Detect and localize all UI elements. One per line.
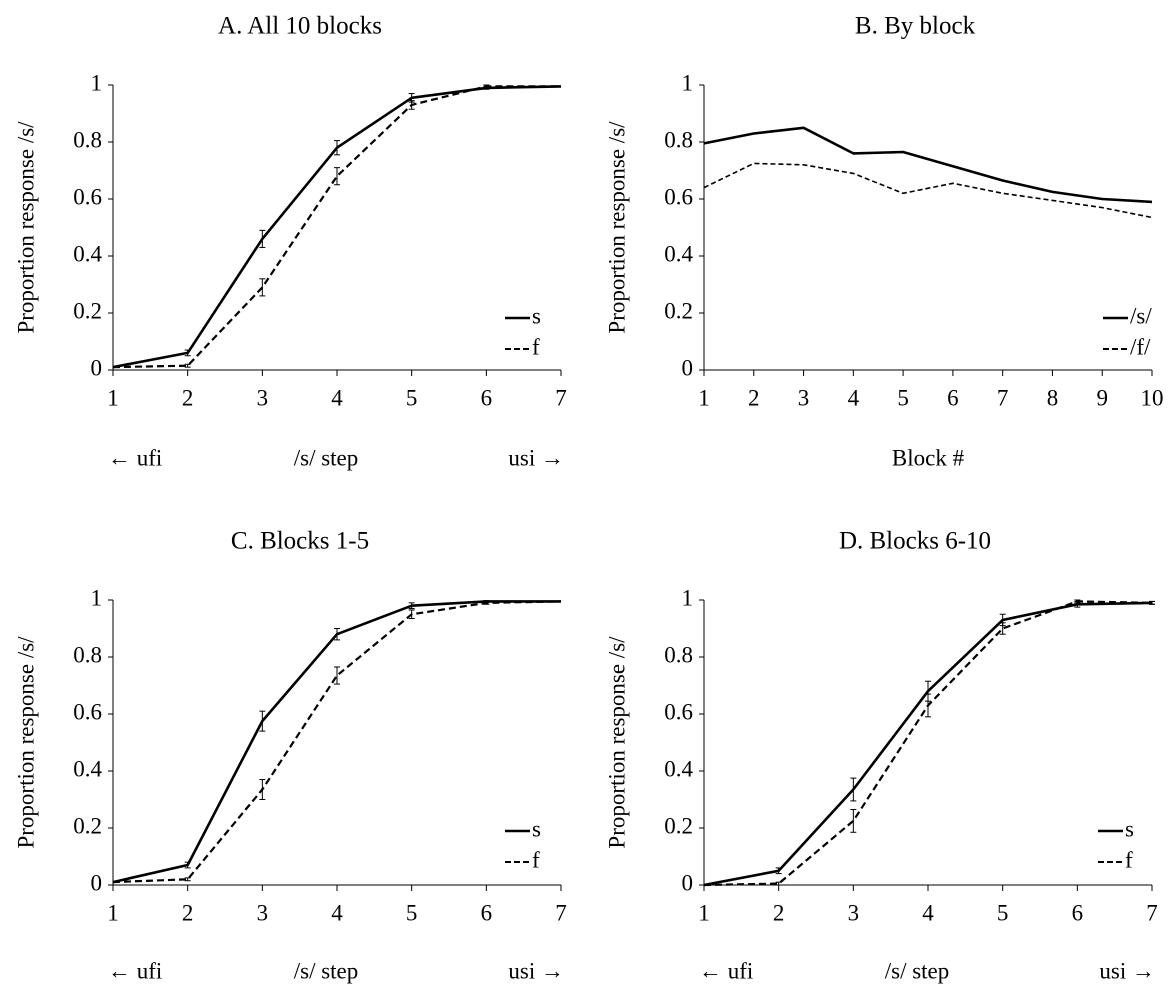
x-tick-label: 6: [481, 385, 493, 410]
y-tick-label: 0.6: [664, 184, 693, 209]
series-line-0: [112, 85, 562, 369]
x-tick-label: 3: [257, 385, 269, 410]
x-tick-label: 3: [848, 900, 860, 925]
x-tick-label: 4: [922, 900, 934, 925]
y-tick-label: 0.6: [664, 699, 693, 724]
legend-label-1: f: [532, 847, 540, 872]
x-axis-right-label: usi →: [1099, 958, 1155, 983]
panel-d: D. Blocks 6-10 0 0.2 0.4 0.6 0.8 1 1 2 3 4 5 6 7 Propo…: [604, 528, 1157, 984]
panel-c: C. Blocks 1-5 0 0.2 0.4 0.6 0.8 1 1 2 3 4 5 6 7 Propor…: [13, 528, 566, 984]
chart-title: C. Blocks 1-5: [231, 528, 369, 555]
y-tick-label: 0.2: [664, 298, 693, 323]
y-tick-label: 0.4: [73, 241, 102, 266]
y-tick-label: 0.4: [73, 756, 102, 781]
x-tick-label: 9: [1096, 385, 1108, 410]
series-line-1: [703, 600, 1153, 887]
y-tick-label: 0.8: [73, 127, 102, 152]
x-tick-label: 4: [331, 385, 343, 410]
x-tick-label: 2: [773, 900, 785, 925]
x-axis-label: Block #: [892, 445, 965, 470]
legend-label-0: s: [532, 816, 541, 841]
y-axis-label: Proportion response /s/: [13, 121, 38, 334]
x-tick-label: 2: [182, 385, 194, 410]
y-tick-label: 0: [682, 355, 694, 380]
x-tick-label: 1: [698, 385, 710, 410]
series-line-1: [112, 85, 561, 369]
x-tick-label: 2: [748, 385, 760, 410]
x-tick-label: 1: [107, 385, 119, 410]
x-tick-label: 7: [1146, 900, 1158, 925]
x-tick-label: 7: [997, 385, 1009, 410]
x-axis-right-label: usi →: [508, 445, 564, 470]
x-axis-left-label: ← ufi: [108, 445, 162, 470]
x-axis-label: /s/ step: [294, 958, 359, 983]
y-tick-label: 0.4: [664, 756, 693, 781]
y-tick-label: 0.2: [73, 813, 102, 838]
panel-a: A. All 10 blocks 0 0.2 0.4 0.6 0.8 1 1 2 3 4 5 6 7 Pro…: [13, 13, 566, 471]
y-axis-label: Proportion response /s/: [13, 636, 38, 849]
series-line-1: [112, 600, 562, 884]
y-tick-label: 0.4: [664, 241, 693, 266]
y-tick-label: 0: [91, 870, 103, 895]
chart-title: B. By block: [855, 13, 976, 40]
x-tick-label: 1: [107, 900, 119, 925]
y-tick-label: 0.8: [664, 127, 693, 152]
x-tick-label: 4: [331, 900, 343, 925]
x-tick-label: 7: [555, 900, 567, 925]
legend-label-1: f: [1125, 847, 1133, 872]
x-tick-label: 4: [848, 385, 860, 410]
series-line-1: [703, 162, 1153, 219]
y-tick-label: 0: [682, 870, 694, 895]
y-tick-label: 0: [91, 355, 103, 380]
chart-title: A. All 10 blocks: [218, 13, 382, 40]
chart-title: D. Blocks 6-10: [839, 528, 991, 555]
series-line-0: [703, 601, 1153, 887]
x-tick-label: 5: [406, 900, 418, 925]
x-tick-label: 1: [698, 900, 710, 925]
y-tick-label: 1: [91, 585, 103, 610]
legend-label-1: f: [532, 334, 540, 359]
x-axis-left-label: ← ufi: [108, 958, 162, 983]
series-line-0: [112, 600, 561, 884]
x-axis-label: /s/ step: [885, 958, 950, 983]
x-tick-label: 6: [481, 900, 493, 925]
y-tick-label: 0.2: [73, 298, 102, 323]
y-tick-label: 1: [682, 70, 694, 95]
y-tick-label: 1: [91, 70, 103, 95]
x-tick-label: 2: [182, 900, 194, 925]
x-tick-label: 10: [1141, 385, 1164, 410]
legend-label-0: s: [532, 303, 541, 328]
x-axis-left-label: ← ufi: [699, 958, 753, 983]
y-axis-label: Proportion response /s/: [604, 636, 629, 849]
y-tick-label: 1: [682, 585, 694, 610]
y-tick-label: 0.2: [664, 813, 693, 838]
legend-label-0: s: [1125, 816, 1134, 841]
x-tick-label: 3: [257, 900, 269, 925]
y-tick-label: 0.6: [73, 184, 102, 209]
x-tick-label: 6: [1072, 900, 1084, 925]
x-tick-label: 3: [798, 385, 810, 410]
x-tick-label: 5: [406, 385, 418, 410]
y-axis-label: Proportion response /s/: [604, 121, 629, 334]
x-tick-label: 5: [997, 900, 1009, 925]
y-tick-label: 0.8: [664, 642, 693, 667]
x-tick-label: 8: [1047, 385, 1059, 410]
x-axis-right-label: usi →: [508, 958, 564, 983]
x-tick-label: 6: [947, 385, 959, 410]
x-tick-label: 5: [897, 385, 909, 410]
legend-label-0: /s/: [1130, 303, 1152, 328]
y-tick-label: 0.8: [73, 642, 102, 667]
panel-b: B. By block 0 0.2 0.4 0.6 0.8 1 1 2 3 4 5 6 7 8 9 10 Prop…: [604, 13, 1163, 471]
x-axis-label: /s/ step: [294, 445, 359, 470]
legend-label-1: /f/: [1130, 334, 1151, 359]
x-tick-label: 7: [555, 385, 567, 410]
y-tick-label: 0.6: [73, 699, 102, 724]
series-line-0: [703, 126, 1153, 204]
